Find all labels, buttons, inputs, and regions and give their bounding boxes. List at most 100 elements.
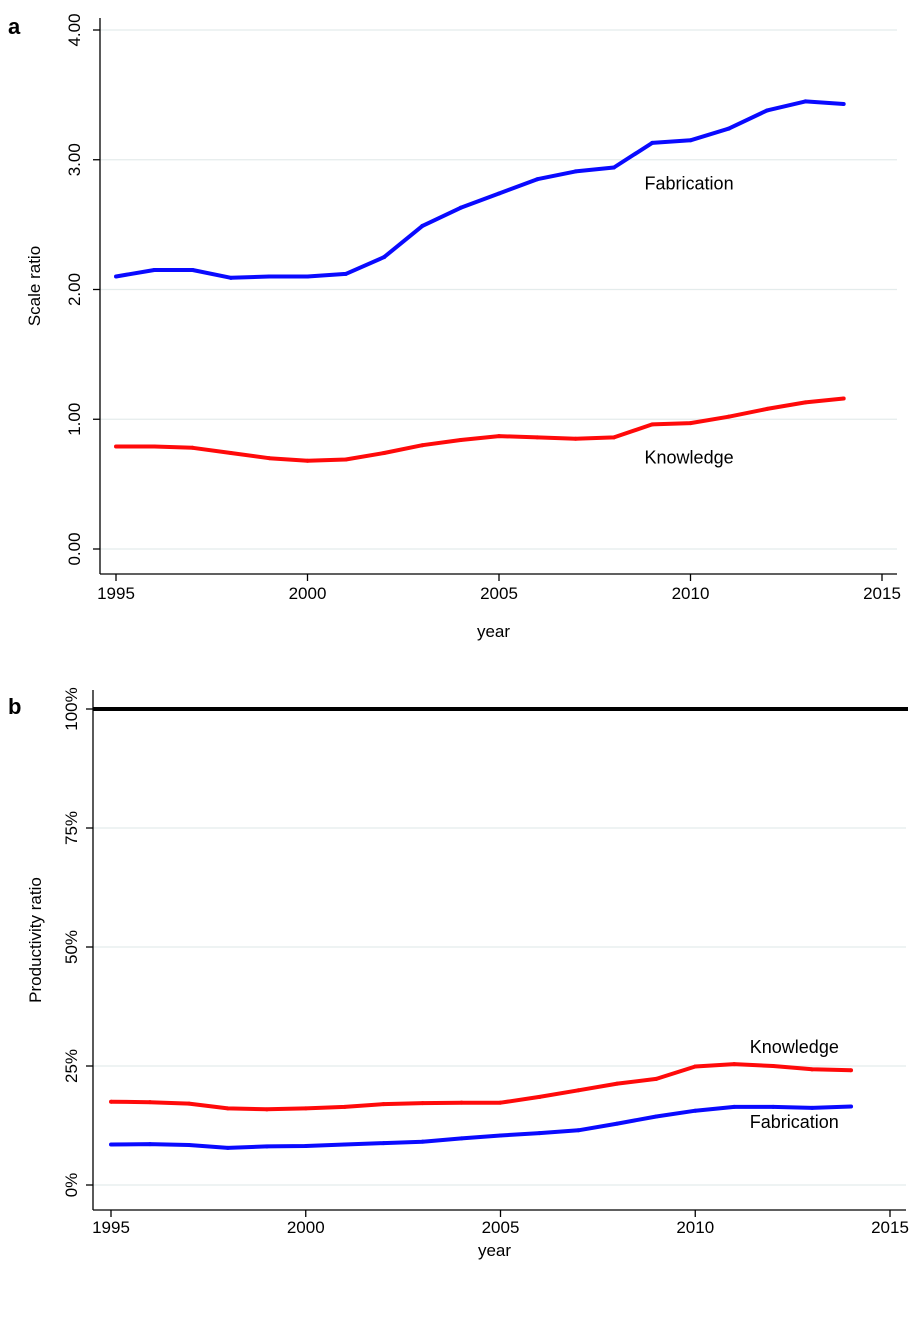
data-point-knowledge [152,444,157,449]
annotation-knowledge: Knowledge [750,1037,839,1057]
data-point-fabrication [771,1104,776,1109]
data-point-knowledge [841,396,846,401]
data-point-fabrication [726,126,731,131]
data-point-knowledge [650,422,655,427]
data-point-fabrication [303,1143,308,1148]
y-tick-label: 75% [62,811,81,845]
data-point-knowledge [688,421,693,426]
data-point-fabrication [693,1108,698,1113]
x-tick-label: 2005 [480,584,518,603]
series-points-knowledge [114,396,846,463]
data-point-fabrication [305,274,310,279]
data-point-fabrication [650,140,655,145]
data-point-knowledge [573,436,578,441]
data-point-knowledge [228,450,233,455]
data-point-fabrication [611,165,616,170]
data-point-fabrication [459,1136,464,1141]
data-point-fabrication [381,1141,386,1146]
data-point-fabrication [343,271,348,276]
data-point-knowledge [225,1106,230,1111]
x-tick-label: 2000 [287,1218,325,1237]
panel-letter: a [8,14,21,39]
x-tick-label: 2010 [676,1218,714,1237]
y-tick-label: 25% [62,1049,81,1083]
data-point-knowledge [693,1064,698,1069]
data-point-knowledge [849,1068,854,1073]
data-point-knowledge [109,1099,113,1104]
y-axis-title: Scale ratio [25,246,44,326]
data-point-knowledge [420,443,425,448]
data-point-fabrication [537,1131,542,1136]
data-point-knowledge [611,435,616,440]
data-point-fabrication [688,138,693,143]
series-line-fabrication [110,1104,852,1150]
data-point-knowledge [458,438,463,443]
data-point-fabrication [849,1104,854,1109]
panel-b: b 0% 25% 50% 75% 100% 1995 2000 2005 2010 2015 year… [8,687,909,1260]
data-point-knowledge [303,1106,308,1111]
data-point-fabrication [225,1145,230,1150]
data-point-fabrication [420,1139,425,1144]
data-point-fabrication [458,205,463,210]
data-point-fabrication [152,268,157,273]
data-point-knowledge [382,450,387,455]
data-point-fabrication [535,177,540,182]
y-tick-label: 3.00 [65,143,84,176]
series-line-fabrication [115,99,844,280]
data-point-knowledge [498,1100,503,1105]
x-tick-label: 1995 [92,1218,130,1237]
data-point-knowledge [264,1107,269,1112]
y-tick-label: 1.00 [65,403,84,436]
y-axis-title: Productivity ratio [26,877,45,1003]
y-tick-label: 4.00 [65,13,84,46]
data-point-fabrication [186,1143,191,1148]
data-point-knowledge [726,414,731,419]
data-point-fabrication [654,1114,659,1119]
data-point-knowledge [537,1094,542,1099]
x-tick-label: 2015 [863,584,901,603]
data-point-knowledge [342,1104,347,1109]
data-point-fabrication [147,1142,152,1147]
x-tick-label: 2010 [672,584,710,603]
data-point-fabrication [732,1104,737,1109]
data-point-knowledge [343,457,348,462]
data-point-fabrication [573,169,578,174]
data-point-fabrication [228,275,233,280]
data-point-knowledge [615,1081,620,1086]
annotation-knowledge: Knowledge [645,447,734,467]
data-point-fabrication [497,191,501,196]
data-point-knowledge [771,1064,776,1068]
data-point-fabrication [803,99,808,104]
data-point-fabrication [420,223,425,228]
data-point-knowledge [381,1102,386,1107]
x-tick-label: 2005 [482,1218,520,1237]
data-point-knowledge [267,456,272,461]
x-axis-title: year [477,622,510,641]
x-axis-title: year [478,1241,511,1260]
data-point-fabrication [190,268,195,273]
data-point-knowledge [114,444,118,449]
data-point-fabrication [576,1128,581,1133]
y-tick-label: 0.00 [65,532,84,565]
data-point-fabrication [498,1133,503,1138]
data-point-knowledge [497,434,501,439]
data-point-knowledge [535,435,540,440]
data-point-knowledge [765,406,770,411]
data-point-knowledge [654,1076,659,1081]
annotation-fabrication: Fabrication [645,174,734,194]
panel-a: a 0.00 1.00 2.00 3.00 4.00 1995 2000 2005 2010 201… [8,13,901,641]
data-point-fabrication [264,1144,269,1149]
data-point-fabrication [615,1121,620,1126]
series-points-fabrication [114,99,846,280]
data-point-knowledge [305,458,310,463]
y-tick-label: 100% [62,687,81,730]
series-line-knowledge [116,396,844,463]
data-point-fabrication [810,1105,815,1110]
data-point-knowledge [420,1101,425,1106]
data-point-fabrication [114,274,118,279]
data-point-fabrication [267,274,272,279]
data-point-knowledge [810,1067,815,1072]
series-points-knowledge [109,1062,854,1112]
